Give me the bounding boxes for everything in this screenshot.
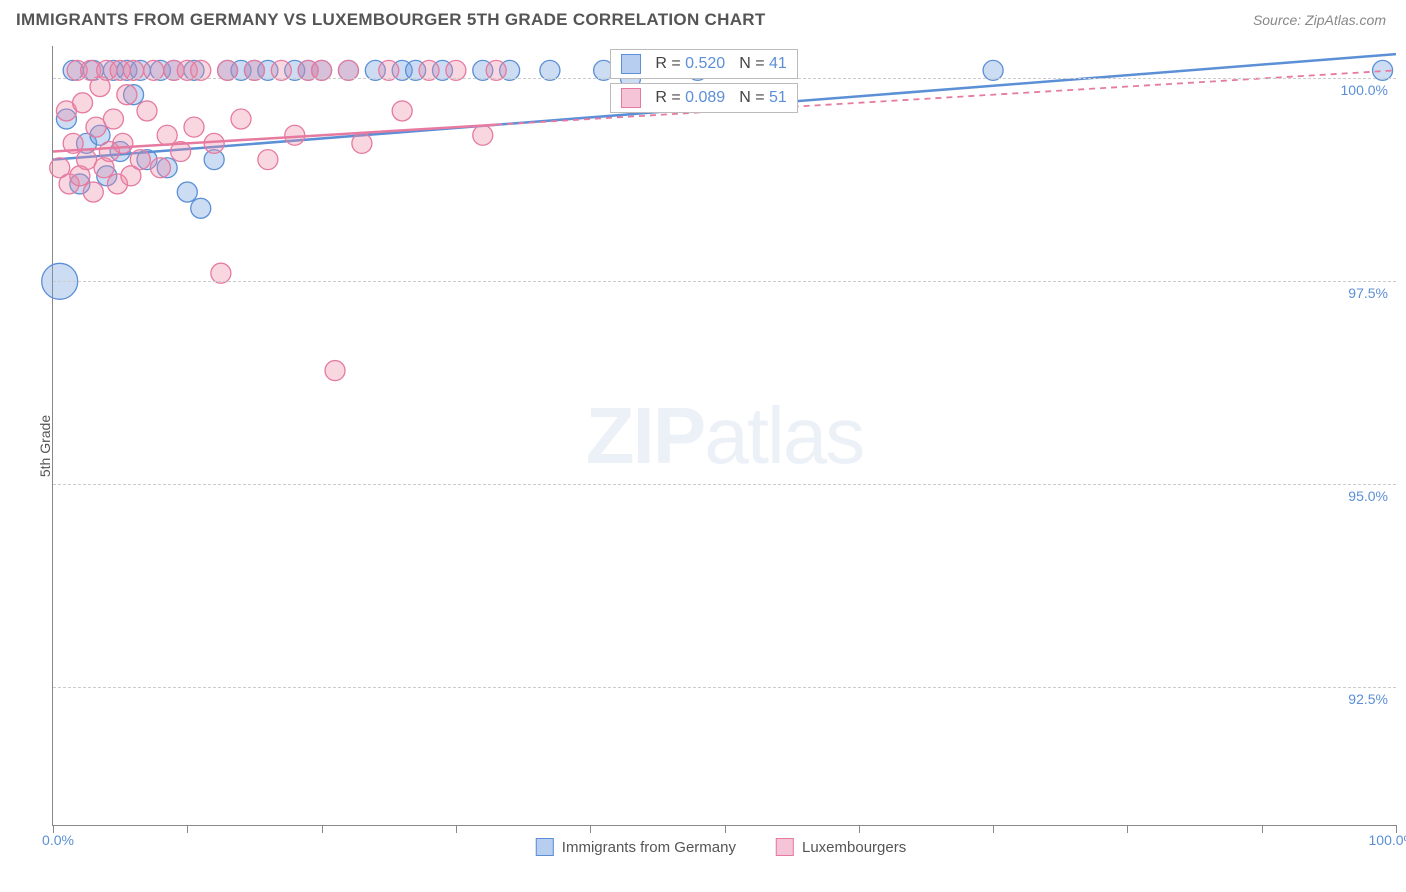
plot-svg <box>53 46 1396 825</box>
chart-title: IMMIGRANTS FROM GERMANY VS LUXEMBOURGER … <box>16 10 766 30</box>
point-luxembourg <box>83 182 103 202</box>
point-luxembourg <box>258 150 278 170</box>
point-luxembourg <box>486 60 506 80</box>
point-luxembourg <box>419 60 439 80</box>
stat-box-germany: R = 0.520 N = 41 <box>610 49 797 79</box>
point-luxembourg <box>117 85 137 105</box>
swatch-luxembourg <box>621 88 641 108</box>
point-luxembourg <box>184 117 204 137</box>
x-max-label: 100.0% <box>1369 832 1406 848</box>
x-tick <box>1127 825 1128 833</box>
r-label: R = 0.089 <box>655 89 725 107</box>
point-luxembourg <box>124 60 144 80</box>
legend: Immigrants from Germany Luxembourgers <box>536 838 906 856</box>
point-luxembourg <box>312 60 332 80</box>
legend-label-germany: Immigrants from Germany <box>562 839 736 856</box>
y-tick-label: 100.0% <box>1341 82 1388 98</box>
point-germany <box>191 198 211 218</box>
point-luxembourg <box>157 125 177 145</box>
point-luxembourg <box>73 93 93 113</box>
x-min-label: 0.0% <box>42 832 74 848</box>
point-luxembourg <box>325 361 345 381</box>
point-luxembourg <box>211 263 231 283</box>
r-label: R = 0.520 <box>655 55 725 73</box>
point-luxembourg <box>338 60 358 80</box>
x-tick <box>456 825 457 833</box>
point-luxembourg <box>137 101 157 121</box>
legend-swatch-luxembourg <box>776 838 794 856</box>
y-tick-label: 97.5% <box>1348 285 1388 301</box>
point-germany <box>540 60 560 80</box>
point-luxembourg <box>191 60 211 80</box>
point-germany <box>983 60 1003 80</box>
swatch-germany <box>621 54 641 74</box>
chart-source: Source: ZipAtlas.com <box>1253 12 1386 28</box>
point-luxembourg <box>392 101 412 121</box>
chart-header: IMMIGRANTS FROM GERMANY VS LUXEMBOURGER … <box>0 0 1406 40</box>
x-tick <box>1262 825 1263 833</box>
chart-area: ZIPatlas 100.0%97.5%95.0%92.5%R = 0.520N… <box>46 46 1396 862</box>
stat-box-luxembourg: R = 0.089 N = 51 <box>610 83 797 113</box>
point-luxembourg <box>218 60 238 80</box>
y-tick-label: 95.0% <box>1348 488 1388 504</box>
x-tick <box>725 825 726 833</box>
point-luxembourg <box>144 60 164 80</box>
y-tick-label: 92.5% <box>1348 691 1388 707</box>
point-luxembourg <box>244 60 264 80</box>
point-luxembourg <box>446 60 466 80</box>
point-luxembourg <box>113 133 133 153</box>
point-luxembourg <box>379 60 399 80</box>
x-tick <box>187 825 188 833</box>
point-luxembourg <box>150 158 170 178</box>
gridline <box>53 281 1396 282</box>
plot-region: ZIPatlas 100.0%97.5%95.0%92.5%R = 0.520N… <box>52 46 1396 826</box>
point-luxembourg <box>103 109 123 129</box>
legend-item-germany: Immigrants from Germany <box>536 838 736 856</box>
n-label: N = 41 <box>739 55 787 73</box>
legend-swatch-germany <box>536 838 554 856</box>
x-tick <box>859 825 860 833</box>
point-luxembourg <box>271 60 291 80</box>
point-luxembourg <box>130 150 150 170</box>
point-germany <box>177 182 197 202</box>
gridline <box>53 484 1396 485</box>
legend-label-luxembourg: Luxembourgers <box>802 839 906 856</box>
legend-item-luxembourg: Luxembourgers <box>776 838 906 856</box>
x-tick <box>590 825 591 833</box>
gridline <box>53 687 1396 688</box>
x-tick <box>993 825 994 833</box>
point-luxembourg <box>473 125 493 145</box>
n-label: N = 51 <box>739 89 787 107</box>
x-tick <box>322 825 323 833</box>
point-luxembourg <box>231 109 251 129</box>
point-luxembourg <box>352 133 372 153</box>
